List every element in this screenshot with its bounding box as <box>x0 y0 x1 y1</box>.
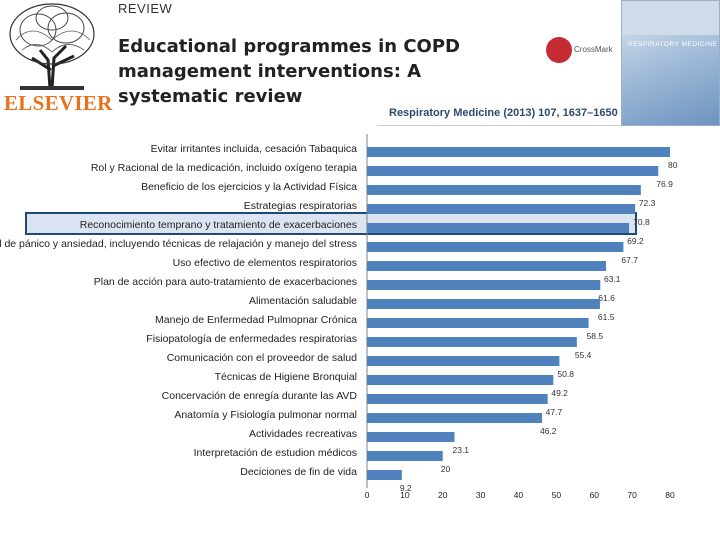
x-tick-label: 10 <box>400 490 410 500</box>
bar <box>367 432 455 442</box>
value-label: 46.2 <box>540 426 557 436</box>
bar <box>367 356 560 366</box>
journal-cover-title: RESPIRATORY MEDICINE <box>628 41 718 48</box>
bar <box>367 280 601 290</box>
crossmark-label: CrossMark <box>574 45 613 54</box>
bar <box>367 318 589 328</box>
x-tick-label: 70 <box>627 490 637 500</box>
journal-cover-image: RESPIRATORY MEDICINE <box>621 0 720 126</box>
bar <box>367 299 600 309</box>
x-tick-label: 40 <box>514 490 524 500</box>
value-label: 23.1 <box>452 445 469 455</box>
category-label: Rol y Racional de la medicación, incluid… <box>91 162 357 174</box>
crossmark-icon <box>546 37 572 63</box>
bar <box>367 337 577 347</box>
bar-chart: Evitar irritantes incluida, cesación Tab… <box>0 134 678 500</box>
value-label: 67.7 <box>621 255 638 265</box>
bar <box>367 147 670 157</box>
category-label: Fisiopatología de enfermedades respirato… <box>146 333 357 345</box>
bar <box>367 185 641 195</box>
value-label: 49.2 <box>551 388 568 398</box>
category-label: Técnicas de Higiene Bronquial <box>215 371 357 383</box>
value-label: 72.3 <box>639 198 656 208</box>
bar <box>367 223 630 233</box>
category-label: Beneficio de los ejercicios y la Activid… <box>141 181 357 193</box>
value-label: 47.7 <box>546 407 563 417</box>
bar <box>367 413 542 423</box>
category-label: Anatomía y Fisiología pulmonar normal <box>174 409 357 421</box>
category-label: Deciciones de fin de vida <box>240 466 357 478</box>
category-label: Actividades recreativas <box>249 428 357 440</box>
value-label: 20 <box>441 464 451 474</box>
publisher-name: ELSEVIER <box>4 91 113 115</box>
bar <box>367 204 636 214</box>
value-label: 70.8 <box>633 217 650 227</box>
journal-cover-banner <box>622 1 719 35</box>
category-label: Alimentación saludable <box>249 295 357 307</box>
bar <box>367 451 443 461</box>
journal-citation: Respiratory Medicine (2013) 107, 1637–16… <box>389 107 618 119</box>
crossmark-badge[interactable]: CrossMark <box>546 37 613 65</box>
category-label: Manejo de Enfermedad Pulmopnar Crónica <box>155 314 357 326</box>
category-label: Estrategias respiratorias <box>244 200 357 212</box>
category-label: Comunicación con el proveedor de salud <box>167 352 357 364</box>
bar <box>367 394 548 404</box>
x-tick-label: 20 <box>438 490 448 500</box>
elsevier-tree-logo <box>2 0 106 92</box>
x-tick-label: 0 <box>365 490 370 500</box>
category-label: Concervación de enregía durante las AVD <box>162 390 358 402</box>
citation-rule <box>377 107 620 126</box>
value-label: 9.2 <box>400 483 412 493</box>
bar <box>367 261 606 271</box>
paper-title: Educational programmes in COPD managemen… <box>118 36 460 107</box>
bar <box>367 166 659 176</box>
value-label: 61.5 <box>598 312 615 322</box>
value-label: 50.8 <box>557 369 574 379</box>
category-label: Evitar irritantes incluida, cesación Tab… <box>151 143 358 155</box>
category-label: Uso efectivo de elementos respiratorios <box>173 257 357 269</box>
value-label: 61.6 <box>598 293 615 303</box>
value-label: 63.1 <box>604 274 621 284</box>
category-label: Control de pánico y ansiedad, incluyendo… <box>0 238 357 250</box>
x-tick-label: 60 <box>590 490 600 500</box>
section-label: REVIEW <box>118 1 173 16</box>
bar <box>367 470 402 480</box>
x-tick-label: 50 <box>552 490 562 500</box>
value-label: 58.5 <box>587 331 604 341</box>
category-label: Plan de acción para auto-tratamiento de … <box>94 276 357 288</box>
x-tick-label: 80 <box>665 490 675 500</box>
value-label: 55.4 <box>575 350 592 360</box>
value-label: 80 <box>668 160 678 170</box>
bar <box>367 375 554 385</box>
category-label: Reconocimiento temprano y tratamiento de… <box>80 219 357 231</box>
category-label: Interpretación de estudion médicos <box>194 447 357 459</box>
x-tick-label: 30 <box>476 490 486 500</box>
value-label: 76.9 <box>656 179 673 189</box>
value-label: 69.2 <box>627 236 644 246</box>
bar <box>367 242 624 252</box>
